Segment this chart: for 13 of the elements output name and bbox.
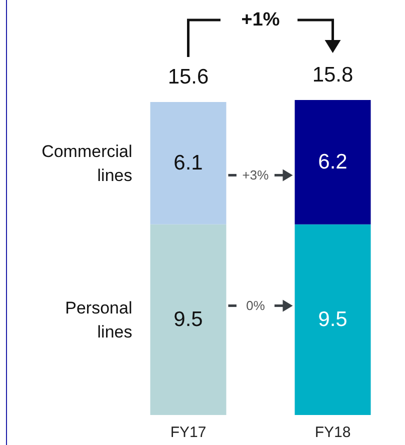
total-label: 15.6 <box>168 66 209 89</box>
annotation: +3% <box>242 168 270 183</box>
data-label: 9.5 <box>318 308 348 332</box>
data-label: 6.2 <box>318 150 348 174</box>
total-label: 15.8 <box>312 64 354 86</box>
data-label: 9.5 <box>174 308 203 332</box>
annotation: 0% <box>246 298 266 314</box>
series-label: Personal lines <box>65 298 132 342</box>
text: +1% <box>241 10 280 30</box>
data-label: 6.1 <box>174 152 203 175</box>
series-label: Commercial lines <box>42 142 132 185</box>
x-tick-label: FY17 <box>170 424 206 441</box>
x-tick-label: FY18 <box>314 424 351 441</box>
